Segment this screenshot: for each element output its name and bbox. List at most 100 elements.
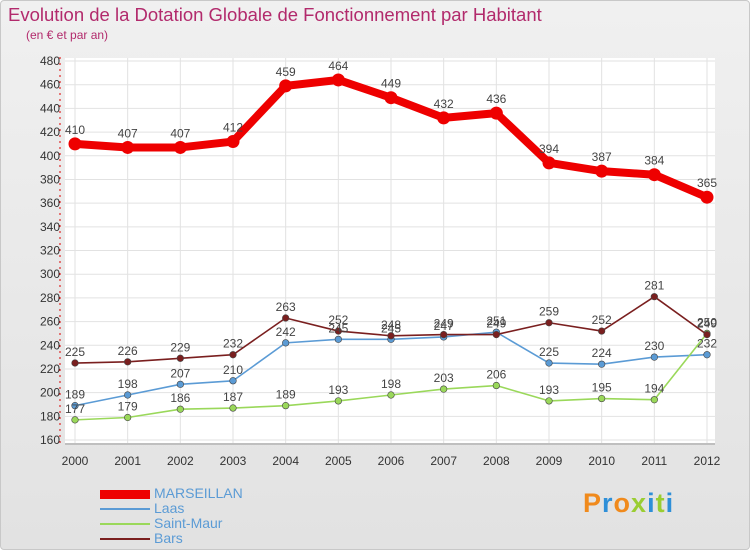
legend-label-laas: Laas <box>154 500 185 516</box>
data-point-bars <box>229 351 237 359</box>
y-tick-label: 220 <box>40 362 60 376</box>
data-point-marseillan <box>437 111 451 125</box>
data-point-saint-maur <box>545 397 553 405</box>
data-label-marseillan: 432 <box>434 97 454 111</box>
chart-title: Evolution de la Dotation Globale de Fonc… <box>8 4 542 25</box>
data-point-marseillan <box>226 135 240 149</box>
x-tick-label: 2009 <box>536 454 563 468</box>
data-label-marseillan: 464 <box>328 59 348 73</box>
x-tick-label: 2008 <box>483 454 510 468</box>
data-point-saint-maur <box>124 413 132 422</box>
legend-label-saint-maur: Saint-Maur <box>154 515 223 531</box>
data-label-saint-maur: 198 <box>381 377 401 391</box>
data-label-bars: 225 <box>65 345 85 359</box>
data-point-saint-maur <box>387 391 395 399</box>
data-label-saint-maur: 177 <box>65 402 85 416</box>
y-tick-label: 480 <box>40 54 60 68</box>
data-point-marseillan <box>489 106 503 120</box>
y-tick-label: 280 <box>40 291 60 305</box>
x-tick-label: 2004 <box>272 454 299 468</box>
x-tick-label: 2003 <box>220 454 247 468</box>
data-label-marseillan: 436 <box>486 92 506 106</box>
data-label-laas: 198 <box>118 377 138 391</box>
data-label-marseillan: 412 <box>223 121 243 135</box>
data-label-saint-maur: 195 <box>592 381 612 395</box>
data-label-saint-maur: 189 <box>276 388 296 402</box>
data-label-laas: 232 <box>697 337 717 351</box>
logo-letter: t <box>655 488 666 518</box>
data-point-marseillan <box>647 168 661 182</box>
data-label-laas: 245 <box>328 321 348 335</box>
data-label-saint-maur: 187 <box>223 390 243 404</box>
y-tick-label: 180 <box>40 409 60 423</box>
data-point-bars <box>492 330 500 339</box>
logo-letter: o <box>613 488 632 518</box>
data-point-laas <box>124 391 132 399</box>
data-point-saint-maur <box>440 385 448 393</box>
y-tick-label: 200 <box>40 386 60 400</box>
data-label-laas: 245 <box>381 321 401 335</box>
logo-letter: i <box>647 488 656 518</box>
x-tick-label: 2011 <box>641 454 667 468</box>
data-point-bars <box>387 332 395 340</box>
data-point-saint-maur <box>282 402 290 410</box>
data-point-bars <box>545 319 553 327</box>
x-tick-label: 2006 <box>378 454 405 468</box>
data-label-saint-maur: 186 <box>170 391 190 405</box>
y-tick-label: 340 <box>40 220 60 234</box>
data-label-saint-maur: 206 <box>486 368 506 382</box>
y-tick-label: 440 <box>40 101 60 115</box>
data-point-marseillan <box>121 140 135 154</box>
data-label-saint-maur: 179 <box>118 399 138 413</box>
x-tick-label: 2007 <box>430 454 457 468</box>
data-point-bars <box>124 358 132 366</box>
data-label-laas: 207 <box>170 366 190 380</box>
x-tick-label: 2012 <box>694 454 721 468</box>
data-label-saint-maur: 194 <box>644 382 664 396</box>
y-tick-label: 240 <box>40 338 60 352</box>
data-point-laas <box>229 377 237 385</box>
data-label-bars: 252 <box>592 313 612 327</box>
data-label-marseillan: 394 <box>539 142 559 156</box>
y-tick-label: 300 <box>40 267 60 281</box>
data-label-bars: 259 <box>539 305 559 319</box>
x-tick-label: 2010 <box>588 454 615 468</box>
data-point-laas <box>598 360 606 368</box>
data-label-bars: 229 <box>170 340 190 354</box>
data-label-saint-maur: 203 <box>434 371 454 385</box>
data-label-laas: 225 <box>539 345 559 359</box>
data-point-laas <box>71 402 79 410</box>
legend-swatch-marseillan <box>100 490 150 499</box>
data-label-laas: 251 <box>486 314 506 328</box>
y-tick-label: 460 <box>40 78 60 92</box>
y-tick-label: 400 <box>40 149 60 163</box>
data-point-saint-maur <box>176 405 184 413</box>
x-tick-label: 2002 <box>167 454 194 468</box>
data-point-marseillan <box>384 91 398 105</box>
data-label-marseillan: 449 <box>381 77 401 91</box>
data-point-saint-maur <box>492 381 500 390</box>
logo-letter: r <box>602 488 614 518</box>
data-point-bars <box>598 327 606 335</box>
y-tick-label: 320 <box>40 244 60 258</box>
data-point-laas <box>176 380 184 388</box>
data-label-bars: 226 <box>118 344 138 358</box>
x-tick-label: 2001 <box>114 454 141 468</box>
axis-layer: 160 180 200 220 240 260 280 300 320 340 360 380 400 4… <box>40 54 721 468</box>
data-label-laas: 247 <box>434 319 454 333</box>
data-label-laas: 224 <box>592 346 612 360</box>
data-point-bars <box>282 314 290 322</box>
data-label-laas: 210 <box>223 363 243 377</box>
data-point-saint-maur <box>650 396 658 404</box>
y-tick-label: 380 <box>40 172 60 186</box>
data-point-laas <box>650 353 658 361</box>
grid-layer <box>65 58 715 443</box>
x-tick-label: 2005 <box>325 454 352 468</box>
data-label-marseillan: 407 <box>118 126 138 140</box>
data-label-bars: 249 <box>486 317 506 331</box>
data-label-bars: 249 <box>434 317 454 331</box>
data-point-bars <box>176 354 184 362</box>
data-label-bars: 281 <box>644 279 664 293</box>
data-point-laas <box>334 335 342 343</box>
